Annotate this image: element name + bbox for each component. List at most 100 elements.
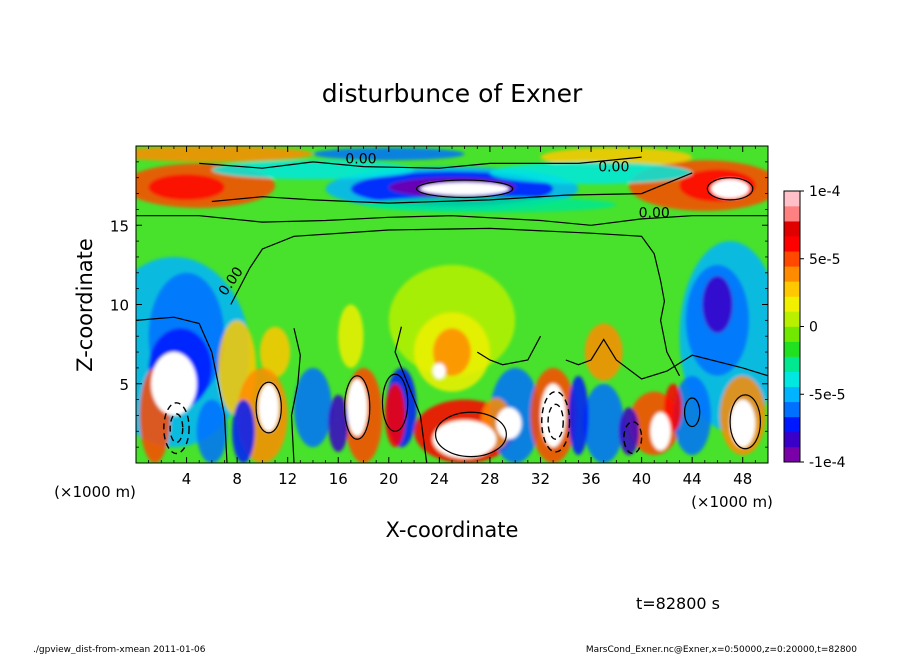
colorbar-tick-label: -1e-4	[809, 455, 846, 471]
x-tick-label: 8	[232, 470, 242, 488]
y-tick-label: 10	[110, 297, 129, 315]
colorbar-swatch	[784, 326, 800, 342]
colorbar-tick-label: -5e-5	[809, 387, 846, 403]
field-blob	[211, 160, 415, 180]
saturated-region	[347, 378, 368, 437]
contour-loop	[416, 179, 514, 199]
x-tick-label: 40	[632, 470, 651, 488]
x-tick-label: 4	[182, 470, 192, 488]
colorbar-swatch	[784, 371, 800, 388]
contour-line	[230, 227, 681, 377]
colorbar: 1e-4 5e-5 0 -5e-5 -1e-4	[783, 184, 846, 471]
contour-loop	[729, 394, 762, 450]
field-blob	[540, 147, 693, 167]
contour-line	[136, 316, 228, 463]
contour-line	[565, 338, 768, 380]
colorbar-swatch	[784, 311, 800, 327]
x-axis-unit: (×1000 m)	[691, 493, 773, 511]
contour-line	[290, 328, 301, 463]
y-tick-label: 15	[110, 217, 129, 235]
field-layer	[136, 146, 768, 463]
saturated-region	[433, 363, 446, 379]
field-blob	[702, 275, 733, 334]
x-tick-label: 28	[480, 470, 499, 488]
saturated-region	[730, 399, 756, 448]
field-blob	[584, 323, 623, 381]
saturated-region	[258, 383, 279, 432]
x-tick-label: 12	[278, 470, 297, 488]
colorbar-swatch	[784, 401, 800, 418]
negative-contour	[169, 413, 184, 444]
footer-left: ./gpview_dist-from-xmean 2011-01-06	[33, 645, 206, 654]
field-blob	[259, 326, 291, 378]
field-blob	[232, 399, 255, 463]
contour-line	[211, 172, 693, 204]
saturated-region	[420, 182, 509, 196]
colorbar-swatch	[784, 416, 800, 433]
field-blob	[489, 161, 693, 185]
colorbar-swatch	[784, 386, 800, 403]
field-blob	[328, 394, 349, 452]
field-blob	[673, 375, 712, 456]
contour-loop	[683, 397, 701, 428]
y-axis-label: Z-coordinate	[73, 238, 97, 372]
colorbar-swatch	[784, 191, 800, 207]
contour-layer	[136, 156, 768, 463]
field-blob	[148, 174, 225, 200]
x-axis-label: X-coordinate	[386, 518, 519, 542]
saturated-region	[650, 412, 671, 451]
y-tick-label: 5	[119, 376, 129, 394]
field-blob	[338, 304, 364, 368]
colorbar-swatch	[784, 356, 800, 372]
field-blob	[136, 146, 313, 162]
x-tick-label: 48	[733, 470, 752, 488]
colorbar-swatch	[784, 266, 800, 282]
negative-contour	[541, 390, 571, 453]
contour-loop	[706, 177, 754, 201]
colorbar-swatch	[784, 281, 800, 297]
x-axis: 4 8 12 16 20 24 28 32 36 40 44 48	[148, 146, 756, 488]
contour-label: 0.00	[345, 151, 376, 167]
negative-contour	[547, 403, 564, 440]
field-blob	[583, 383, 624, 463]
contour-line	[199, 156, 642, 169]
time-annotation: t=82800 s	[636, 594, 720, 613]
y-axis-unit: (×1000 m)	[54, 483, 136, 501]
field-blob	[196, 399, 228, 463]
negative-contour	[163, 402, 190, 455]
saturated-region	[433, 420, 497, 459]
field-blob	[664, 383, 683, 432]
y-axis: 5 10 15	[110, 161, 768, 448]
field-blob	[618, 407, 640, 456]
colorbar-swatch	[784, 251, 800, 267]
field-blob	[312, 147, 465, 161]
field-blob	[433, 328, 471, 376]
colorbar-swatch	[784, 446, 800, 463]
x-tick-label: 20	[379, 470, 398, 488]
contour-loop	[343, 375, 371, 440]
contour-loop	[381, 373, 409, 432]
contour-loop	[434, 411, 507, 458]
colorbar-swatch	[784, 431, 800, 448]
saturated-region	[711, 179, 750, 199]
field-blob	[294, 367, 332, 448]
x-tick-label: 44	[683, 470, 702, 488]
colorbar-tick-label: 5e-5	[809, 252, 840, 268]
colorbar-swatch	[784, 221, 800, 237]
negative-contour	[623, 421, 643, 455]
x-tick-label: 24	[430, 470, 449, 488]
field-blob	[568, 375, 589, 456]
contour-label: 0.00	[598, 159, 629, 175]
contour-loop	[255, 381, 282, 434]
contour-label: 0.00	[639, 205, 670, 221]
colorbar-tick-label: 1e-4	[809, 184, 841, 200]
x-tick-label: 16	[329, 470, 348, 488]
contour-line	[136, 215, 768, 226]
footer-right: MarsCond_Exner.nc@Exner,x=0:50000,z=0:20…	[586, 645, 857, 654]
field-blob	[363, 196, 617, 213]
colorbar-swatch	[784, 296, 800, 312]
chart-title: disturbunce of Exner	[322, 79, 583, 108]
saturated-region	[151, 352, 197, 416]
saturated-region	[496, 407, 522, 440]
